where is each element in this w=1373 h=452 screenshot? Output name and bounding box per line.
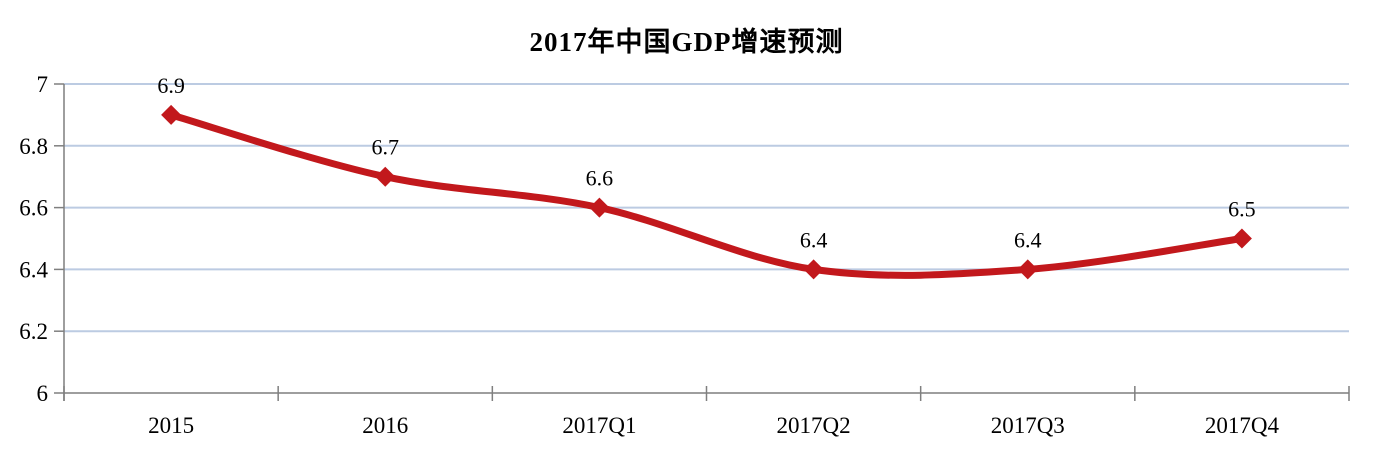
y-axis-tick-label: 6.8 — [19, 134, 48, 159]
data-point-label: 6.5 — [1228, 197, 1256, 222]
data-point-marker — [1231, 228, 1252, 249]
x-axis-category-label: 2015 — [148, 413, 194, 438]
y-axis-tick-label: 6.2 — [19, 319, 48, 344]
data-point-label: 6.4 — [800, 227, 828, 252]
x-axis-category-label: 2017Q3 — [991, 413, 1065, 438]
data-point-label: 6.4 — [1014, 227, 1042, 252]
x-axis-category-label: 2017Q1 — [562, 413, 636, 438]
y-axis-tick-label: 6.6 — [19, 196, 48, 221]
y-axis-tick-label: 7 — [37, 72, 49, 97]
x-axis-category-label: 2017Q4 — [1205, 413, 1280, 438]
y-axis-tick-label: 6.4 — [19, 257, 48, 282]
data-point-marker — [1017, 259, 1038, 280]
x-axis-category-label: 2017Q2 — [777, 413, 851, 438]
data-point-marker — [161, 104, 182, 125]
x-axis-category-label: 2016 — [362, 413, 408, 438]
y-axis-tick-label: 6 — [37, 381, 49, 406]
data-point-label: 6.6 — [586, 166, 614, 191]
data-point-marker — [803, 259, 824, 280]
data-point-label: 6.7 — [372, 135, 400, 160]
series-line — [167, 111, 1246, 279]
data-point-label: 6.9 — [157, 73, 185, 98]
data-point-marker — [589, 197, 610, 218]
chart-title: 2017年中国GDP增速预测 — [529, 27, 844, 57]
data-point-marker — [375, 166, 396, 187]
